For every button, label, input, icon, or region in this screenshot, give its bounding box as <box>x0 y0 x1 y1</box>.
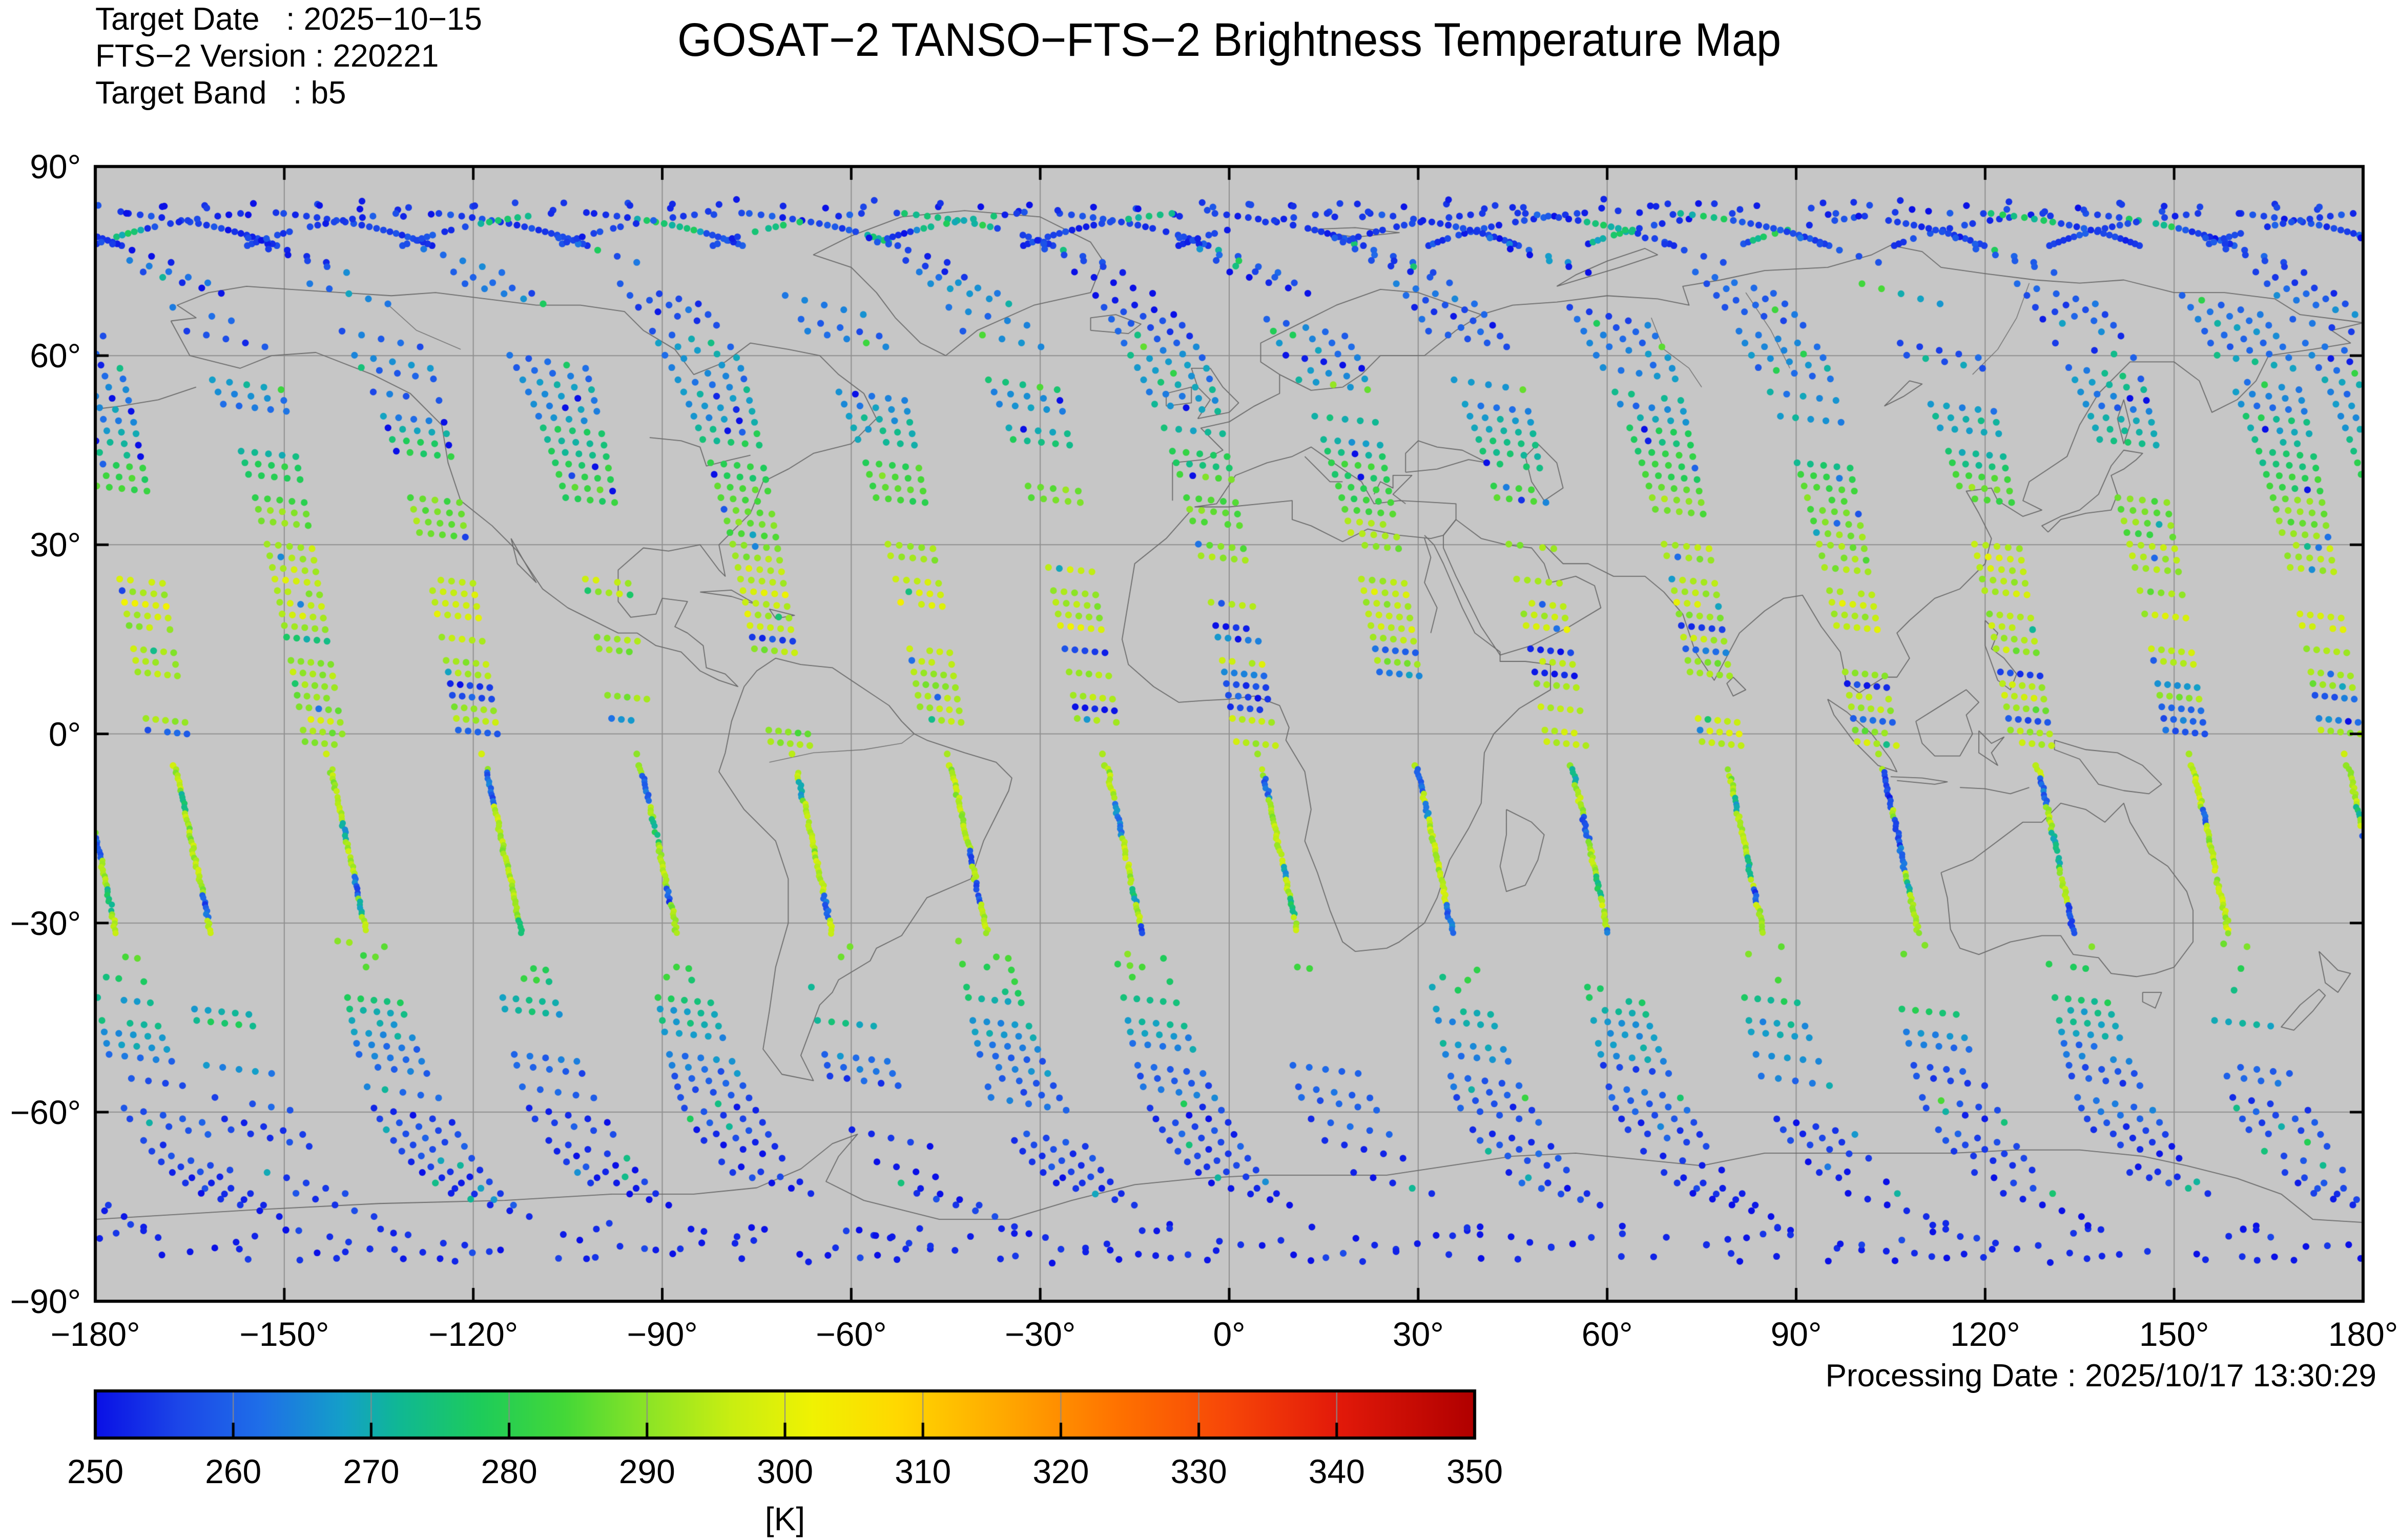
lon-tick-label: 90° <box>1770 1315 1822 1353</box>
lon-tick-label: 150° <box>2139 1315 2209 1353</box>
colorbar-tick-label: 350 <box>1446 1452 1503 1490</box>
lat-tick-label: 90° <box>30 148 81 185</box>
lat-tick-label: −60° <box>10 1093 81 1131</box>
colorbar-tick-label: 290 <box>618 1452 675 1490</box>
colorbar-tick-label: 320 <box>1032 1452 1089 1490</box>
lon-tick-label: 30° <box>1392 1315 1444 1353</box>
colorbar-tick-label: 300 <box>756 1452 814 1490</box>
lat-tick-label: 60° <box>30 337 81 375</box>
lon-tick-label: −180° <box>50 1315 140 1353</box>
page-title: GOSAT−2 TANSO−FTS−2 Brightness Temperatu… <box>677 14 1782 66</box>
colorbar-tick-label: 340 <box>1308 1452 1365 1490</box>
lon-tick-label: −90° <box>627 1315 698 1353</box>
lon-tick-label: 120° <box>1950 1315 2020 1353</box>
lat-tick-label: −30° <box>10 904 81 942</box>
meta-target-band: Target Band : b5 <box>95 75 346 111</box>
colorbar-tick-label: 280 <box>481 1452 537 1490</box>
lon-tick-label: 180° <box>2328 1315 2398 1353</box>
processing-date: Processing Date : 2025/10/17 13:30:29 <box>1825 1358 2376 1393</box>
colorbar-tick-label: 310 <box>895 1452 951 1490</box>
colorbar-tick-label: 260 <box>205 1452 262 1490</box>
colorbar-tick-label: 270 <box>343 1452 400 1490</box>
lon-tick-label: −30° <box>1004 1315 1076 1353</box>
meta-target-date: Target Date : 2025−10−15 <box>95 2 482 37</box>
lon-tick-label: 60° <box>1581 1315 1633 1353</box>
colorbar-tick-label: 330 <box>1170 1452 1227 1490</box>
colorbar-unit-label: [K] <box>764 1501 805 1537</box>
lon-tick-label: −120° <box>428 1315 519 1353</box>
lon-tick-label: 0° <box>1213 1315 1246 1353</box>
lon-tick-label: −60° <box>816 1315 887 1353</box>
colorbar-tick-label: 250 <box>67 1452 124 1490</box>
lat-tick-label: 30° <box>30 526 81 564</box>
lat-tick-label: −90° <box>10 1282 81 1320</box>
lat-tick-label: 0° <box>48 715 81 753</box>
meta-fts2-version: FTS−2 Version : 220221 <box>95 38 439 74</box>
lon-tick-label: −150° <box>239 1315 329 1353</box>
